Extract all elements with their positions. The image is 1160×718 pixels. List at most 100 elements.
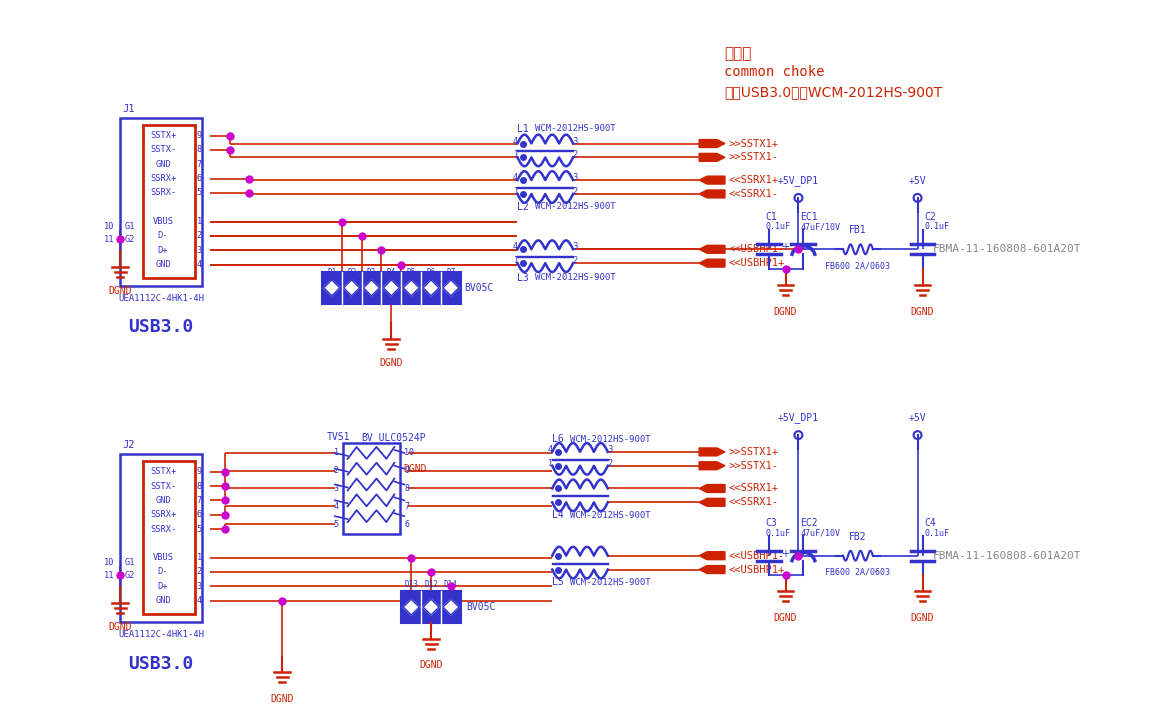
- Text: 2: 2: [197, 231, 202, 241]
- Text: J1: J1: [122, 104, 135, 114]
- Text: DGND: DGND: [404, 464, 427, 474]
- Text: 7: 7: [405, 502, 409, 510]
- Text: J2: J2: [122, 440, 135, 450]
- Polygon shape: [699, 498, 725, 506]
- Text: SSRX+: SSRX+: [150, 174, 176, 183]
- Bar: [143, 461, 195, 615]
- Text: G2: G2: [124, 571, 135, 580]
- Text: +: +: [782, 242, 790, 252]
- Text: WCM-2012HS-900T: WCM-2012HS-900T: [535, 202, 616, 211]
- Text: 备注：: 备注：: [724, 46, 752, 61]
- Bar: [401, 591, 461, 623]
- Text: <<SSRX1+: <<SSRX1+: [728, 483, 778, 493]
- Text: WCM-2012HS-900T: WCM-2012HS-900T: [570, 578, 651, 587]
- Text: <<USBHP1+: <<USBHP1+: [728, 564, 785, 574]
- Text: L2: L2: [517, 202, 529, 212]
- Text: 1: 1: [334, 449, 339, 457]
- Text: >>SSTX1-: >>SSTX1-: [728, 152, 778, 162]
- Text: DGND: DGND: [270, 694, 293, 704]
- Text: EC2: EC2: [800, 518, 818, 528]
- Polygon shape: [363, 280, 379, 296]
- Polygon shape: [443, 280, 459, 296]
- Text: 2: 2: [572, 150, 578, 159]
- Polygon shape: [699, 139, 725, 147]
- Text: <<SSRX1-: <<SSRX1-: [728, 189, 778, 199]
- Text: 3: 3: [572, 173, 578, 182]
- Polygon shape: [699, 154, 725, 162]
- Text: D13: D13: [405, 580, 418, 589]
- Polygon shape: [404, 280, 419, 296]
- Text: DGND: DGND: [774, 307, 797, 317]
- Text: WCM-2012HS-900T: WCM-2012HS-900T: [570, 434, 651, 444]
- Polygon shape: [423, 280, 438, 296]
- Bar: [321, 272, 461, 304]
- Text: SSRX-: SSRX-: [150, 188, 176, 197]
- Text: WCM-2012HS-900T: WCM-2012HS-900T: [535, 274, 616, 282]
- Text: 4: 4: [197, 260, 202, 269]
- Text: 7: 7: [197, 496, 202, 505]
- Polygon shape: [324, 280, 340, 296]
- Text: VBUS: VBUS: [152, 217, 174, 226]
- Text: 1: 1: [197, 217, 202, 226]
- Text: 1: 1: [513, 150, 519, 159]
- Text: C1: C1: [766, 212, 777, 222]
- Text: DGND: DGND: [109, 286, 132, 296]
- Text: 2: 2: [197, 567, 202, 577]
- Text: D7: D7: [447, 268, 456, 277]
- Text: SSTX+: SSTX+: [150, 467, 176, 476]
- Text: 11: 11: [104, 235, 115, 244]
- Text: >>SSTX1+: >>SSTX1+: [728, 139, 778, 149]
- Text: DGND: DGND: [109, 622, 132, 632]
- Text: L6: L6: [552, 434, 564, 444]
- Text: 使用USB3.0专用WCM-2012HS-900T: 使用USB3.0专用WCM-2012HS-900T: [724, 85, 942, 99]
- Text: C3: C3: [766, 518, 777, 528]
- Text: WCM-2012HS-900T: WCM-2012HS-900T: [535, 124, 616, 134]
- Text: G1: G1: [124, 222, 135, 231]
- Text: 11: 11: [104, 571, 115, 580]
- Text: 6: 6: [197, 510, 202, 519]
- Text: 5: 5: [197, 188, 202, 197]
- Text: 1: 1: [197, 553, 202, 562]
- Text: D+: D+: [158, 246, 168, 255]
- Text: 8: 8: [405, 484, 409, 493]
- Text: FB600 2A/0603: FB600 2A/0603: [826, 261, 891, 270]
- Text: +5V_DP1: +5V_DP1: [778, 412, 819, 423]
- Text: 8: 8: [197, 482, 202, 490]
- Text: SSTX+: SSTX+: [150, 131, 176, 140]
- Polygon shape: [699, 566, 725, 574]
- Text: G1: G1: [124, 558, 135, 567]
- Text: 4: 4: [548, 445, 553, 454]
- Text: FB1: FB1: [849, 225, 867, 236]
- Text: 9: 9: [197, 131, 202, 140]
- Polygon shape: [443, 600, 459, 615]
- Bar: [143, 125, 195, 279]
- Text: GND: GND: [155, 260, 171, 269]
- Text: D4: D4: [386, 268, 396, 277]
- Text: 3: 3: [572, 242, 578, 251]
- Text: 4: 4: [197, 596, 202, 605]
- Text: 8: 8: [197, 146, 202, 154]
- Text: USB3.0: USB3.0: [129, 655, 194, 673]
- Text: 7: 7: [197, 160, 202, 169]
- Text: <<USBHP1-: <<USBHP1-: [728, 244, 785, 254]
- Text: VBUS: VBUS: [152, 553, 174, 562]
- Text: 5: 5: [334, 520, 339, 528]
- Text: 5: 5: [197, 525, 202, 533]
- Text: D+: D+: [158, 582, 168, 591]
- Text: D-: D-: [158, 567, 168, 577]
- Text: 9: 9: [197, 467, 202, 476]
- Text: 6: 6: [197, 174, 202, 183]
- Text: 47uF/10V: 47uF/10V: [800, 529, 840, 538]
- Text: FBMA-11-160808-601A20T: FBMA-11-160808-601A20T: [933, 244, 1081, 254]
- Text: FBMA-11-160808-601A20T: FBMA-11-160808-601A20T: [933, 551, 1081, 561]
- Text: FB600 2A/0603: FB600 2A/0603: [826, 567, 891, 577]
- Text: 4: 4: [334, 502, 339, 510]
- Text: BV05C: BV05C: [466, 602, 495, 612]
- Polygon shape: [384, 280, 399, 296]
- Text: 9: 9: [405, 466, 409, 475]
- Text: 2: 2: [572, 256, 578, 265]
- Polygon shape: [699, 462, 725, 470]
- Text: <<SSRX1+: <<SSRX1+: [728, 175, 778, 185]
- Text: D5: D5: [407, 268, 415, 277]
- Text: 2: 2: [334, 466, 339, 475]
